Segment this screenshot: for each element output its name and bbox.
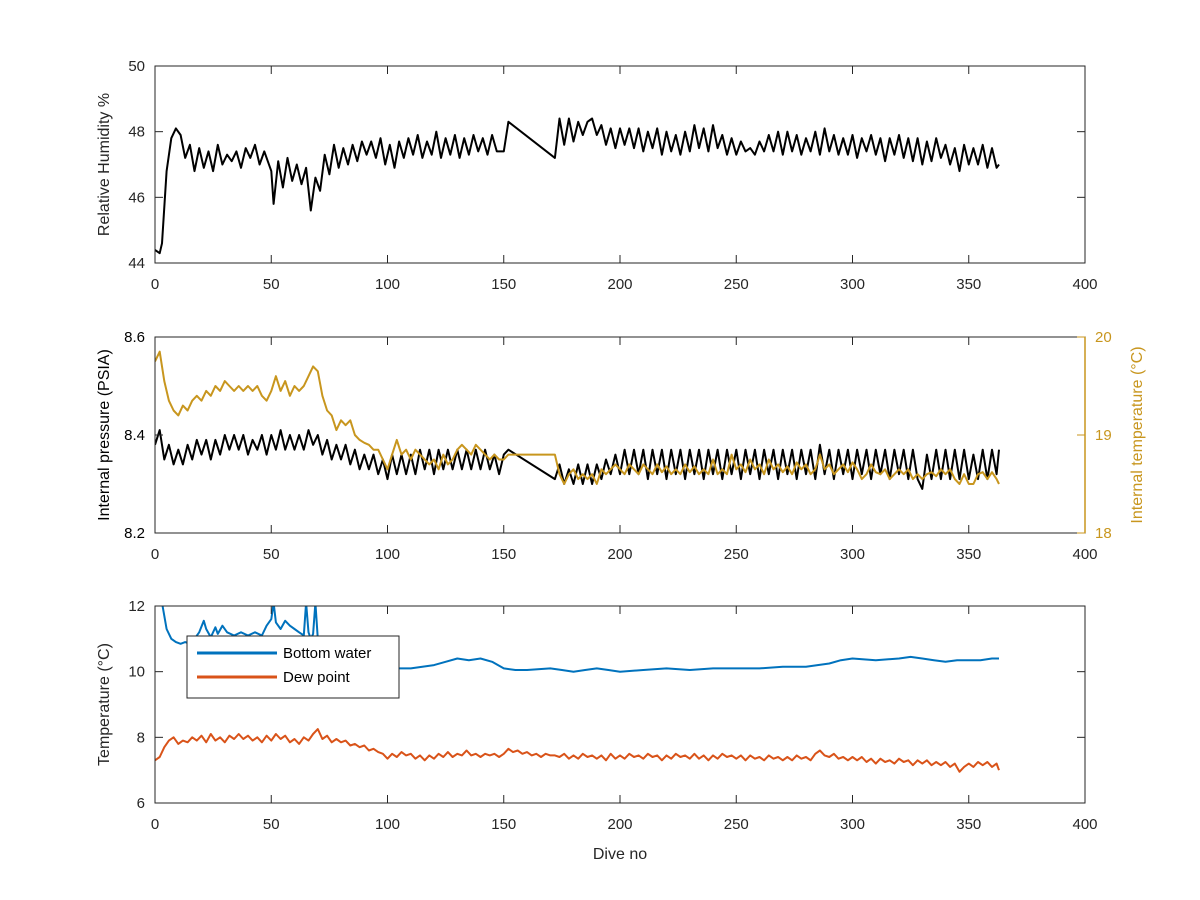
x-tick-label: 0 [151,816,159,833]
x-tick-label: 100 [375,546,400,563]
legend-box [186,635,400,699]
x-tick-label: 150 [491,276,516,293]
x-tick-label: 400 [1072,816,1097,833]
series-line-dew-point [155,728,1000,773]
y-tick-label-right: 20 [1095,329,1112,346]
x-tick-label: 50 [263,546,280,563]
series-line-2-1 [155,429,1000,490]
chart-panel-2: 0 50 100 150 200 250 300 350 400 8.2 8.4 8.6 18 19 20 I… [96,329,1146,563]
y-tick-label: 8 [137,729,145,746]
x-tick-label: 150 [491,816,516,833]
y-tick-label: 44 [128,255,145,272]
x-tick-label: 100 [375,276,400,293]
x-tick-label: 250 [724,546,749,563]
y-axis-label: Relative Humidity % [96,93,113,236]
x-tick-label: 350 [956,546,981,563]
y-tick-label: 8.4 [124,427,145,444]
x-tick-label: 50 [263,816,280,833]
x-tick-label: 50 [263,276,280,293]
y-tick-label: 46 [128,189,145,206]
y-tick-label-right: 18 [1095,525,1112,542]
x-tick-label: 150 [491,546,516,563]
x-tick-label: 300 [840,546,865,563]
x-tick-label: 350 [956,276,981,293]
x-tick-label: 0 [151,546,159,563]
chart-panel-1: 0 50 100 150 200 250 300 350 400 44 46 48 50 Relative… [96,58,1098,293]
x-tick-label: 350 [956,816,981,833]
legend-entry-label: Dew point [283,669,351,686]
y-tick-label: 50 [128,58,145,75]
legend: Bottom water Dew point [186,635,400,699]
x-tick-label: 200 [607,276,632,293]
x-tick-label: 100 [375,816,400,833]
chart-panel-3: 0 50 100 150 200 250 300 350 400 6 8 10 12 Temperatur… [96,598,1098,863]
x-tick-label: 0 [151,276,159,293]
x-tick-label: 200 [607,816,632,833]
y-axis-label-right: Internal temperature (°C) [1129,346,1146,523]
y-tick-label: 6 [137,795,145,812]
y-tick-label: 8.2 [124,525,145,542]
y-tick-label: 10 [128,664,145,681]
y-tick-label: 8.6 [124,329,145,346]
x-tick-label: 300 [840,816,865,833]
y-tick-label-right: 19 [1095,427,1112,444]
legend-entry-label: Bottom water [283,645,371,662]
y-axis-label: Internal pressure (PSIA) [96,349,113,521]
x-tick-label: 250 [724,276,749,293]
series-line-1-1 [155,117,1000,255]
x-tick-label: 400 [1072,276,1097,293]
y-axis-label: Temperature (°C) [96,643,113,766]
y-tick-label: 48 [128,124,145,141]
x-tick-label: 400 [1072,546,1097,563]
y-tick-label: 12 [128,598,145,615]
x-tick-label: 300 [840,276,865,293]
x-tick-label: 200 [607,546,632,563]
x-axis-label: Dive no [593,846,647,863]
x-tick-label: 250 [724,816,749,833]
series-line-2-2 [155,350,1000,485]
